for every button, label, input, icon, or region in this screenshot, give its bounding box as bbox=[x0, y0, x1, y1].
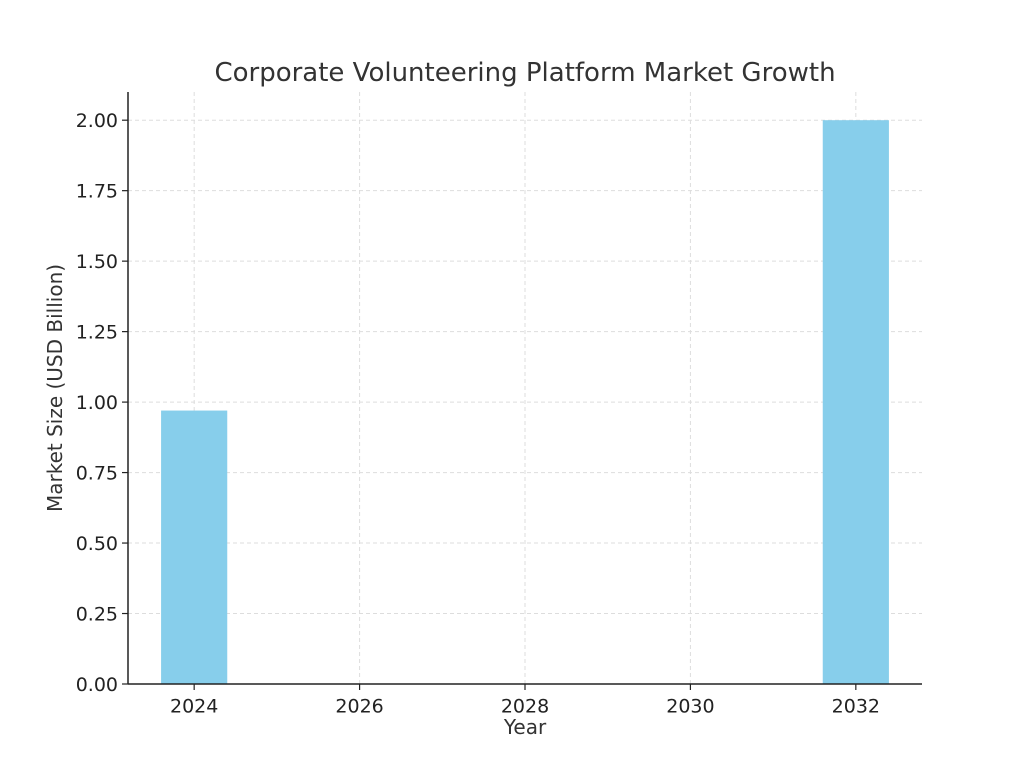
x-axis-label: Year bbox=[503, 715, 547, 739]
y-axis-label: Market Size (USD Billion) bbox=[43, 264, 67, 512]
y-tick-label: 1.00 bbox=[76, 392, 118, 414]
ticks: 0.00 0.25 0.50 0.75 1.00 1.25 1.50 1.75 2.00 2024… bbox=[76, 110, 880, 717]
x-tick-label: 2026 bbox=[335, 696, 383, 718]
y-tick-label: 0.00 bbox=[76, 674, 118, 696]
chart-title: Corporate Volunteering Platform Market G… bbox=[214, 58, 835, 88]
grid bbox=[128, 92, 922, 685]
bar-2032 bbox=[822, 120, 889, 684]
y-tick-label: 1.50 bbox=[76, 251, 118, 273]
y-tick-label: 1.75 bbox=[76, 181, 118, 203]
x-tick-label: 2032 bbox=[832, 696, 880, 718]
bars bbox=[161, 120, 889, 684]
y-tick-label: 0.50 bbox=[76, 533, 118, 555]
bar-2024 bbox=[161, 410, 228, 684]
x-tick-label: 2024 bbox=[170, 696, 218, 718]
y-tick-label: 2.00 bbox=[76, 110, 118, 132]
x-tick-label: 2028 bbox=[501, 696, 549, 718]
y-tick-label: 1.25 bbox=[76, 322, 118, 344]
y-tick-label: 0.75 bbox=[76, 463, 118, 485]
x-tick-label: 2030 bbox=[666, 696, 714, 718]
y-tick-label: 0.25 bbox=[76, 604, 118, 626]
